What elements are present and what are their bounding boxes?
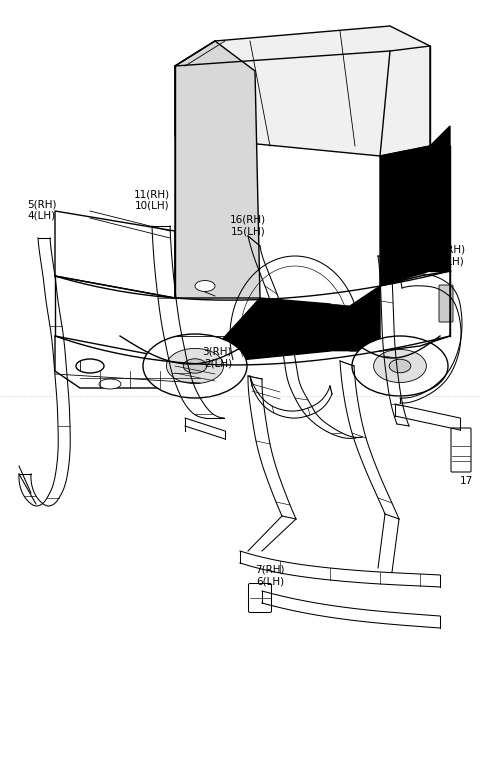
Polygon shape: [175, 41, 260, 298]
Text: 5(RH)
4(LH): 5(RH) 4(LH): [27, 199, 57, 221]
FancyBboxPatch shape: [249, 584, 272, 613]
Polygon shape: [200, 298, 330, 364]
Text: 9(RH)
8(LH): 9(RH) 8(LH): [307, 329, 337, 351]
Ellipse shape: [167, 349, 224, 384]
Text: 3(RH)
2(LH): 3(RH) 2(LH): [203, 346, 232, 368]
Ellipse shape: [389, 359, 411, 373]
Text: 7(RH)
6(LH): 7(RH) 6(LH): [255, 565, 285, 586]
Ellipse shape: [195, 280, 215, 292]
Ellipse shape: [143, 334, 247, 398]
Text: 13(RH)
12(LH): 13(RH) 12(LH): [430, 244, 466, 266]
Polygon shape: [55, 336, 210, 388]
Text: 11(RH)
10(LH): 11(RH) 10(LH): [134, 189, 170, 211]
Text: 17: 17: [460, 476, 473, 486]
FancyBboxPatch shape: [439, 285, 453, 322]
Polygon shape: [350, 286, 380, 351]
Polygon shape: [55, 211, 175, 298]
Ellipse shape: [373, 349, 426, 382]
Polygon shape: [175, 26, 430, 156]
Text: 14(RH)
1(LH): 14(RH) 1(LH): [398, 219, 434, 241]
Ellipse shape: [99, 379, 121, 389]
Ellipse shape: [76, 359, 104, 373]
Polygon shape: [330, 304, 350, 351]
Polygon shape: [430, 126, 450, 271]
FancyBboxPatch shape: [451, 428, 471, 472]
Text: 16(RH)
15(LH): 16(RH) 15(LH): [230, 214, 266, 236]
Polygon shape: [380, 146, 430, 286]
Ellipse shape: [352, 336, 448, 396]
Ellipse shape: [183, 358, 207, 373]
